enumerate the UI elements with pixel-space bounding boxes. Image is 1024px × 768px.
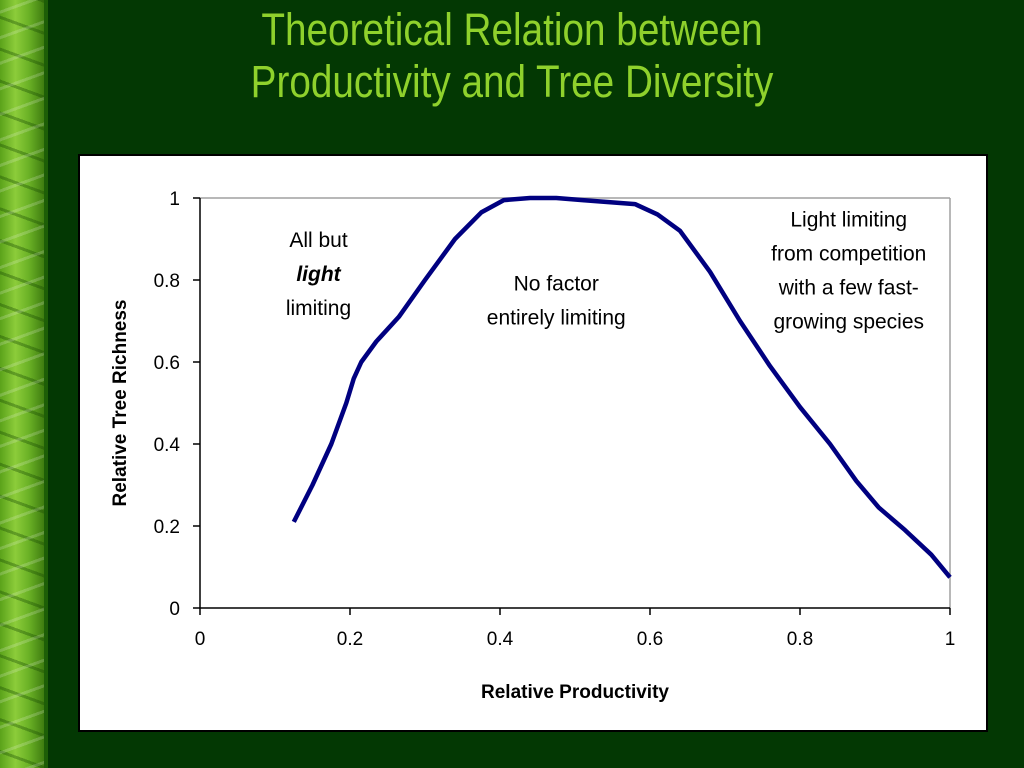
annotation-no-factor: No factor entirely limiting (487, 272, 626, 329)
x-tick-label: 0.2 (337, 629, 363, 650)
chart: 0 0.2 0.4 0.6 0.8 1 0 0.2 0.4 0.6 0.8 1 All but ligh… (110, 189, 956, 703)
annotation-light-limiting-line-3: with a few fast- (778, 277, 919, 300)
slide-title-line-2: Productivity and Tree Diversity (250, 56, 774, 107)
series-line-0 (291, 195, 952, 579)
chart-panel: 0 0.2 0.4 0.6 0.8 1 0 0.2 0.4 0.6 0.8 1 All but ligh… (78, 154, 988, 732)
x-tick-label: 0.6 (637, 629, 663, 650)
leaf-strip-edge (44, 0, 48, 768)
x-tick-label: 0.8 (787, 629, 813, 650)
annotation-all-but-light-line-3: limiting (286, 297, 351, 320)
annotation-no-factor-line-1: No factor (514, 272, 599, 295)
slide-title-line-1: Theoretical Relation between (261, 4, 763, 55)
axes: 0 0.2 0.4 0.6 0.8 1 0 0.2 0.4 0.6 0.8 1 (154, 189, 956, 650)
annotation-light-limiting-line-2: from competition (771, 243, 926, 266)
annotation-light-limiting: Light limiting from competition with a few… (771, 209, 926, 334)
y-tick-label: 0.4 (154, 435, 181, 456)
y-tick-label: 1 (169, 189, 180, 210)
y-tick-label: 0.2 (154, 517, 180, 538)
series-layer (291, 195, 952, 579)
annotation-all-but-light: All but light limiting (286, 229, 351, 320)
annotation-light-limiting-line-1: Light limiting (790, 209, 907, 232)
leaf-decoration-strip (0, 0, 44, 768)
y-tick-label: 0.6 (154, 353, 180, 374)
annotation-light-limiting-line-4: growing species (773, 311, 924, 334)
slide-title: Theoretical Relation between Productivit… (123, 4, 900, 108)
x-axis-title: Relative Productivity (481, 682, 669, 703)
y-tick-label: 0 (169, 599, 180, 620)
annotation-all-but-light-line-1: All but (289, 229, 348, 252)
x-tick-label: 1 (945, 629, 956, 650)
annotations-layer: All but light limiting No factor entirely li… (286, 209, 927, 334)
annotation-no-factor-line-2: entirely limiting (487, 306, 626, 329)
x-tick-label: 0.4 (487, 629, 514, 650)
y-axis-title: Relative Tree Richness (110, 300, 131, 507)
annotation-all-but-light-line-2: light (296, 263, 341, 286)
x-tick-label: 0 (195, 629, 206, 650)
y-tick-label: 0.8 (154, 271, 180, 292)
